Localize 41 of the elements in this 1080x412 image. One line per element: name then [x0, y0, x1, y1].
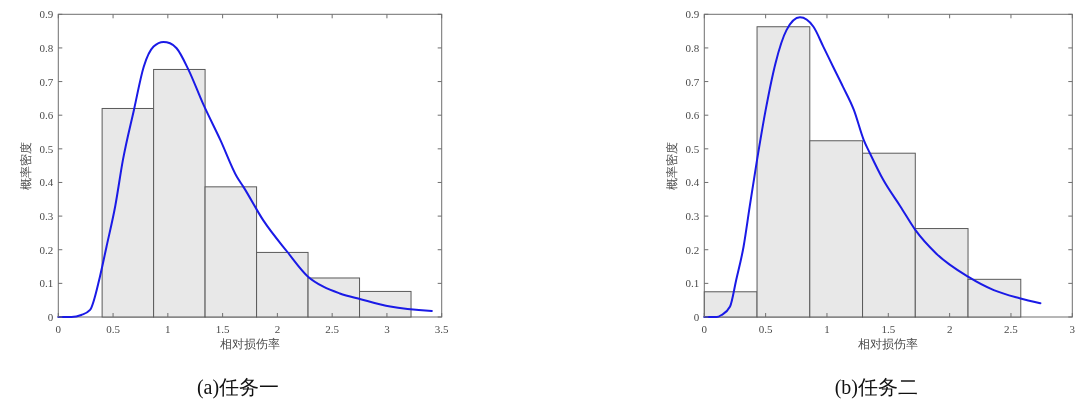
y-tick-label: 0.6 — [39, 109, 54, 122]
x-tick-label: 2 — [274, 323, 281, 335]
y-tick-label: 0.8 — [39, 41, 54, 54]
y-tick-label: 0.3 — [39, 210, 54, 223]
y-tick-label: 0.9 — [39, 8, 54, 21]
x-axis-title: 相对损伤率 — [220, 337, 280, 351]
x-tick-label: 1.5 — [215, 323, 230, 335]
x-tick-label: 0 — [55, 323, 62, 335]
y-tick-label: 0.8 — [685, 41, 700, 54]
y-tick-label: 0.5 — [685, 142, 700, 155]
x-tick-label: 3 — [1069, 323, 1076, 335]
y-tick-label: 0.2 — [685, 243, 700, 256]
x-tick-label: 3.5 — [434, 323, 449, 335]
y-tick-label: 0.1 — [39, 277, 54, 290]
x-tick-label: 0.5 — [758, 323, 773, 335]
x-tick-label: 1 — [165, 323, 171, 335]
y-tick-label: 0.3 — [685, 210, 700, 223]
y-tick-label: 0.7 — [39, 75, 54, 88]
y-tick-label: 0.4 — [685, 176, 700, 189]
x-tick-label: 1.5 — [881, 323, 896, 335]
x-tick-label: 3 — [384, 323, 390, 335]
x-tick-label: 2 — [946, 323, 953, 335]
caption: (b)任务二 — [834, 376, 918, 398]
y-axis-title: 概率密度 — [19, 141, 34, 190]
y-axis-title: 概率密度 — [665, 141, 680, 190]
x-tick-label: 0.5 — [106, 323, 120, 335]
x-tick-label: 0 — [701, 323, 708, 335]
y-tick-label: 0 — [693, 311, 700, 323]
y-tick-label: 0.2 — [39, 243, 54, 256]
y-tick-label: 0.1 — [685, 277, 700, 290]
y-tick-label: 0.4 — [39, 176, 54, 189]
x-tick-label: 2.5 — [1004, 323, 1018, 335]
x-tick-label: 1 — [824, 323, 830, 335]
caption: (a)任务一 — [196, 376, 280, 398]
x-axis-title: 相对损伤率 — [858, 337, 919, 351]
y-tick-label: 0.5 — [39, 142, 54, 155]
y-tick-label: 0.9 — [685, 8, 700, 21]
y-tick-label: 0.7 — [685, 75, 700, 88]
y-tick-label: 0 — [47, 311, 54, 323]
y-tick-label: 0.6 — [685, 109, 700, 122]
x-tick-label: 2.5 — [325, 323, 340, 335]
